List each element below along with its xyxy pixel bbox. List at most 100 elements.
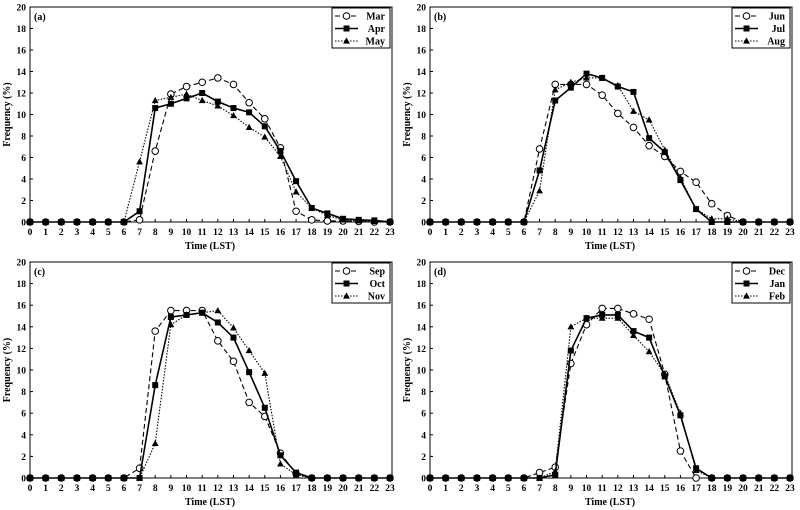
y-tick-label: 0 bbox=[21, 219, 26, 229]
legend-marker-nov bbox=[343, 292, 350, 299]
data-point-nov-22 bbox=[370, 474, 378, 481]
x-tick-label: 4 bbox=[490, 484, 495, 494]
y-tick-label: 12 bbox=[17, 90, 27, 100]
x-tick-label: 15 bbox=[260, 484, 270, 494]
legend-label-aug: Aug bbox=[767, 37, 785, 48]
data-point-may-21 bbox=[355, 217, 363, 224]
data-point-apr-16 bbox=[277, 148, 284, 155]
x-tick-label: 12 bbox=[613, 484, 623, 494]
series-line-apr bbox=[30, 92, 391, 223]
data-point-feb-18 bbox=[708, 474, 716, 481]
data-point-nov-6 bbox=[120, 474, 128, 481]
x-tick-label: 13 bbox=[229, 484, 239, 494]
data-point-may-5 bbox=[104, 218, 112, 225]
legend-label-feb: Feb bbox=[769, 292, 786, 303]
series-may bbox=[26, 90, 394, 225]
data-point-apr-17 bbox=[293, 178, 300, 185]
y-tick-label: 14 bbox=[417, 68, 427, 78]
data-point-feb-17 bbox=[692, 466, 700, 474]
x-tick-label: 22 bbox=[370, 484, 380, 494]
data-point-may-0 bbox=[26, 218, 34, 225]
data-point-oct-16 bbox=[277, 452, 284, 459]
data-point-may-23 bbox=[386, 218, 394, 225]
x-tick-label: 0 bbox=[428, 484, 433, 494]
y-tick-label: 18 bbox=[417, 280, 427, 290]
data-point-nov-10 bbox=[183, 311, 190, 318]
data-point-sep-8 bbox=[151, 327, 160, 335]
x-axis-title: Time (LST) bbox=[185, 241, 235, 252]
data-point-jul-10 bbox=[583, 70, 590, 77]
y-tick-label: 16 bbox=[17, 47, 27, 57]
data-point-may-20 bbox=[339, 216, 347, 223]
data-point-aug-10 bbox=[583, 74, 590, 81]
x-tick-label: 13 bbox=[629, 484, 639, 494]
x-tick-label: 9 bbox=[168, 484, 173, 494]
data-point-may-19 bbox=[323, 211, 331, 219]
y-tick-label: 14 bbox=[17, 323, 27, 333]
data-point-may-6 bbox=[120, 218, 128, 225]
legend-marker-dec bbox=[742, 267, 751, 275]
y-tick-label: 4 bbox=[21, 431, 26, 441]
x-tick-label: 7 bbox=[137, 484, 142, 494]
data-point-jul-14 bbox=[646, 135, 653, 142]
x-tick-label: 18 bbox=[707, 484, 717, 494]
x-tick-label: 2 bbox=[59, 228, 64, 238]
data-point-nov-19 bbox=[323, 474, 331, 481]
series-line-jan bbox=[430, 314, 790, 479]
x-tick-label: 16 bbox=[676, 228, 686, 238]
data-point-aug-2 bbox=[457, 218, 465, 225]
data-point-feb-14 bbox=[645, 348, 653, 355]
data-point-jan-9 bbox=[567, 347, 574, 354]
x-tick-label: 11 bbox=[198, 484, 207, 494]
x-tick-label: 23 bbox=[385, 228, 395, 238]
x-tick-label: 12 bbox=[213, 484, 223, 494]
x-tick-label: 1 bbox=[443, 228, 448, 238]
data-point-feb-9 bbox=[567, 323, 575, 330]
data-point-feb-7 bbox=[536, 474, 543, 481]
y-axis-title: Frequency (%) bbox=[2, 338, 13, 403]
x-axis-title: Time (LST) bbox=[185, 497, 235, 508]
data-point-feb-22 bbox=[770, 474, 778, 481]
x-tick-label: 0 bbox=[28, 484, 33, 494]
y-tick-label: 18 bbox=[17, 280, 27, 290]
x-tick-label: 3 bbox=[475, 484, 480, 494]
x-tick-label: 0 bbox=[428, 228, 433, 238]
series-line-may bbox=[30, 93, 391, 223]
y-tick-label: 10 bbox=[17, 367, 27, 377]
x-tick-label: 14 bbox=[644, 228, 654, 238]
data-point-nov-0 bbox=[26, 474, 34, 481]
x-tick-label: 4 bbox=[90, 228, 95, 238]
legend-marker-oct bbox=[343, 280, 350, 287]
data-point-aug-12 bbox=[614, 81, 622, 89]
x-tick-label: 2 bbox=[59, 484, 64, 494]
x-tick-label: 11 bbox=[198, 228, 207, 238]
panel-label: (c) bbox=[34, 267, 45, 278]
series-jan bbox=[427, 311, 793, 481]
data-point-nov-1 bbox=[42, 474, 50, 481]
data-point-aug-11 bbox=[598, 74, 606, 81]
y-axis-title: Frequency (%) bbox=[402, 82, 413, 147]
data-point-aug-9 bbox=[567, 78, 575, 85]
legend-label-sep: Sep bbox=[369, 267, 385, 278]
data-point-apr-12 bbox=[214, 98, 221, 105]
data-point-feb-5 bbox=[504, 474, 512, 481]
x-tick-label: 1 bbox=[43, 484, 48, 494]
x-tick-label: 0 bbox=[28, 228, 33, 238]
data-point-may-18 bbox=[308, 204, 316, 211]
x-tick-label: 12 bbox=[213, 228, 223, 238]
legend-label-mar: Mar bbox=[366, 12, 385, 23]
y-tick-label: 20 bbox=[17, 4, 27, 14]
legend-marker-jun bbox=[742, 12, 751, 20]
y-tick-label: 6 bbox=[21, 410, 26, 420]
legend-marker-mar bbox=[342, 12, 351, 20]
data-point-jun-10 bbox=[582, 80, 591, 89]
legend-marker-jan bbox=[743, 280, 750, 287]
x-tick-label: 5 bbox=[506, 228, 511, 238]
y-tick-label: 0 bbox=[421, 219, 426, 229]
x-tick-label: 15 bbox=[660, 484, 670, 494]
x-tick-label: 11 bbox=[598, 228, 607, 238]
x-tick-label: 19 bbox=[723, 484, 733, 494]
x-tick-label: 21 bbox=[754, 484, 764, 494]
data-point-dec-14 bbox=[645, 315, 653, 324]
